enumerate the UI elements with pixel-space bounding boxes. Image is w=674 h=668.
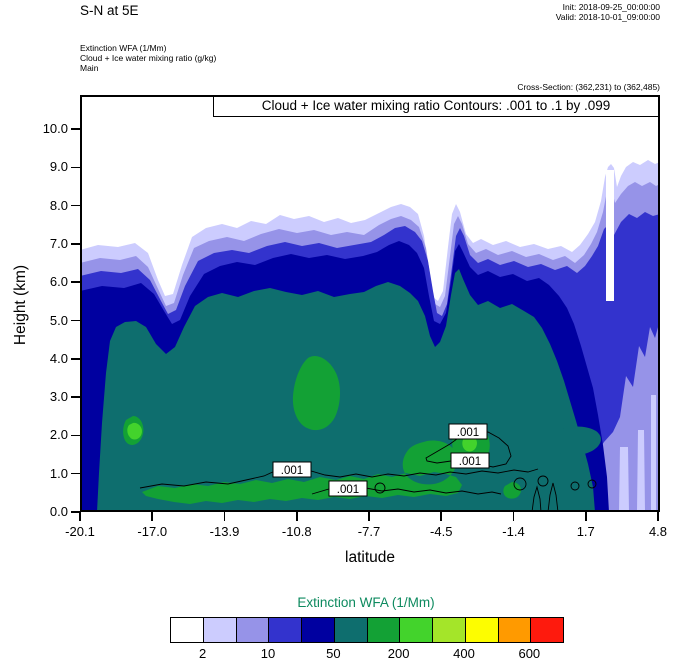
contour-label: .001 bbox=[337, 484, 359, 496]
cloud-contour-line bbox=[139, 468, 539, 489]
x-axis-tick-label: -7.7 bbox=[357, 524, 381, 539]
cloud-contour-loop bbox=[537, 475, 549, 487]
y-axis-tick bbox=[71, 204, 80, 207]
cloud-contour-loop bbox=[513, 477, 527, 491]
contour-label: .001 bbox=[459, 456, 481, 468]
legend-color-cell bbox=[498, 618, 532, 642]
contour-info-box: Cloud + Ice water mixing ratio Contours:… bbox=[213, 96, 659, 117]
legend-tick-label: 400 bbox=[453, 646, 475, 661]
contour-label-box bbox=[448, 423, 488, 440]
page-title: S-N at 5E bbox=[80, 3, 139, 18]
x-axis-tick bbox=[657, 512, 659, 521]
x-axis-tick bbox=[368, 512, 370, 521]
contour-label: .001 bbox=[281, 465, 303, 477]
x-axis-tick-label: -4.5 bbox=[430, 524, 453, 539]
field-line-3: Main bbox=[80, 63, 99, 73]
y-axis-tick bbox=[71, 281, 80, 283]
legend-color-cell bbox=[367, 618, 401, 642]
init-time-label: Init: 2018-09-25_00:00:00 bbox=[562, 2, 660, 12]
legend-color-cell bbox=[465, 618, 499, 642]
x-axis-tick bbox=[295, 512, 298, 521]
y-axis-tick-label: 7.0 bbox=[49, 235, 68, 251]
extinction-band-100 bbox=[123, 355, 522, 504]
plot-frame bbox=[80, 95, 660, 512]
extinction-band-50-detached bbox=[552, 426, 601, 456]
right-lavender-streaks bbox=[619, 395, 656, 512]
y-axis-tick bbox=[71, 319, 80, 322]
y-axis-tick bbox=[71, 472, 80, 475]
cloud-contour-loop bbox=[570, 481, 580, 491]
y-axis-tick bbox=[71, 434, 80, 437]
white-gap-streak bbox=[606, 170, 614, 301]
y-axis-tick-label: 2.0 bbox=[49, 427, 68, 443]
legend-bar bbox=[170, 617, 564, 643]
field-line-2: Cloud + Ice water mixing ratio (g/kg) bbox=[80, 53, 217, 63]
y-axis-tick-label: 5.0 bbox=[49, 312, 68, 328]
legend-tick-label: 2 bbox=[199, 646, 207, 661]
y-axis-tick bbox=[71, 396, 80, 398]
valid-time-label: Valid: 2018-10-01_09:00:00 bbox=[555, 12, 660, 22]
x-axis-tick bbox=[151, 512, 154, 521]
x-axis-tick-label: -10.8 bbox=[281, 524, 312, 539]
cloud-contour-labels: .001 .001 .001 .001 bbox=[272, 423, 490, 497]
x-axis-tick bbox=[584, 512, 587, 521]
y-axis-tick-label: 1.0 bbox=[49, 465, 68, 481]
x-axis-tick-label: -13.9 bbox=[209, 524, 240, 539]
y-axis-tick-label: 3.0 bbox=[49, 389, 68, 405]
legend-color-cell bbox=[236, 618, 270, 642]
cloud-contour-loop bbox=[374, 482, 386, 494]
contour-label: .001 bbox=[457, 427, 479, 439]
contour-label-box bbox=[272, 461, 312, 478]
x-axis-tick-label: -20.1 bbox=[65, 524, 95, 539]
legend-color-cell bbox=[531, 618, 563, 642]
x-axis-tick-label: 1.7 bbox=[576, 524, 595, 539]
cloud-contour-line bbox=[531, 485, 542, 512]
legend-color-cell bbox=[171, 618, 204, 642]
field-line-1: Extinction WFA (1/Mm) bbox=[80, 43, 167, 53]
contour-label-box bbox=[450, 452, 490, 469]
x-axis-tick-label: -1.4 bbox=[502, 524, 525, 539]
cloud-contour-loop bbox=[587, 479, 597, 489]
y-axis-tick-label: 6.0 bbox=[49, 274, 68, 290]
x-axis-tick bbox=[440, 512, 443, 521]
y-axis-tick bbox=[71, 166, 80, 169]
legend-color-cell bbox=[269, 618, 302, 642]
y-axis-tick-label: 9.0 bbox=[49, 159, 68, 175]
legend-color-cell bbox=[302, 618, 335, 642]
x-axis-title: latitude bbox=[345, 549, 395, 566]
legend-title: Extinction WFA (1/Mm) bbox=[297, 595, 435, 610]
y-axis-tick-label: 10.0 bbox=[42, 121, 68, 136]
cross-section-field: .001 .001 .001 .001 bbox=[80, 160, 660, 512]
legend-color-cell bbox=[203, 618, 237, 642]
legend-color-cell bbox=[400, 618, 433, 642]
cross-section-label: Cross-Section: (362,231) to (362,485) bbox=[517, 82, 660, 92]
y-axis-tick-label: 0.0 bbox=[49, 504, 68, 519]
y-axis-tick-label: 8.0 bbox=[49, 197, 68, 213]
legend-tick-label: 200 bbox=[387, 646, 410, 661]
x-axis-tick-label: 4.8 bbox=[648, 524, 668, 539]
y-axis-tick bbox=[71, 511, 80, 513]
x-axis-tick bbox=[79, 512, 81, 521]
legend-color-cell bbox=[433, 618, 466, 642]
y-axis-tick-label: 4.0 bbox=[49, 350, 68, 366]
cloud-contour-line bbox=[547, 482, 559, 512]
legend-color-cell bbox=[334, 618, 368, 642]
y-axis-tick bbox=[71, 358, 80, 360]
y-axis-tick bbox=[71, 243, 80, 245]
y-axis-tick bbox=[71, 128, 80, 130]
field-description: Extinction WFA (1/Mm) Cloud + Ice water … bbox=[80, 43, 216, 73]
x-axis-tick bbox=[223, 512, 226, 521]
x-axis-tick bbox=[512, 512, 515, 521]
contour-label-box bbox=[328, 480, 368, 497]
x-axis-tick-label: -17.0 bbox=[137, 524, 168, 539]
legend-tick-label: 10 bbox=[260, 646, 276, 661]
legend-tick-label: 600 bbox=[518, 646, 541, 661]
legend-tick-label: 50 bbox=[326, 646, 341, 661]
extinction-shading bbox=[80, 160, 660, 512]
run-time-info: Init: 2018-09-25_00:00:00 Valid: 2018-10… bbox=[556, 2, 660, 22]
